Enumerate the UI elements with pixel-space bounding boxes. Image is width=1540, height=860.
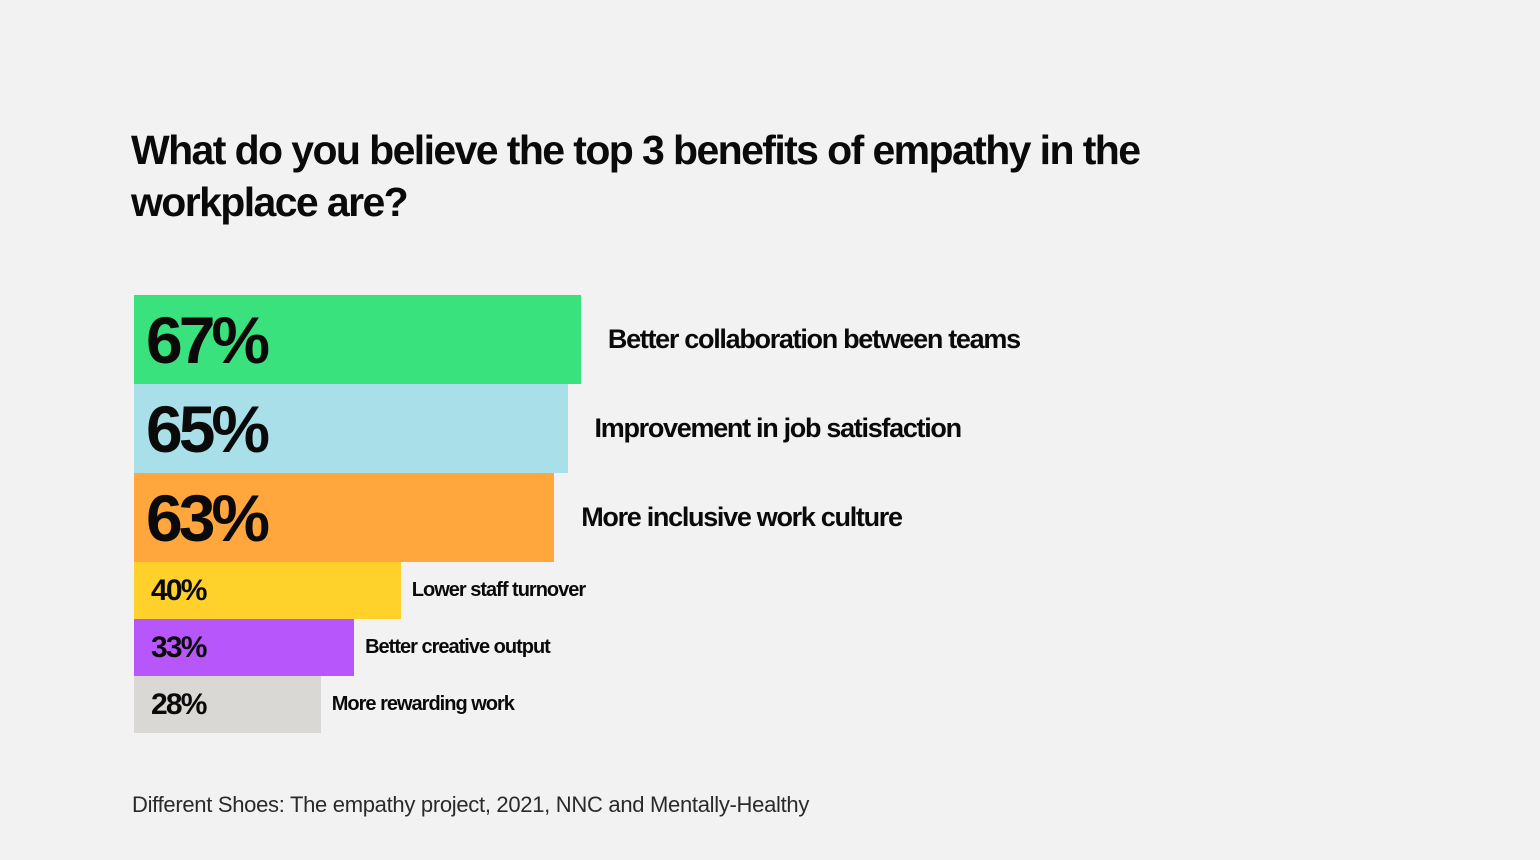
bar-value-label: 33% <box>151 630 207 664</box>
bar-category-label: Improvement in job satisfaction <box>594 413 963 443</box>
bar-category-label: More inclusive work culture <box>581 502 903 532</box>
bar-category-label: Lower staff turnover <box>411 579 586 601</box>
chart-title: What do you believe the top 3 benefits o… <box>131 127 1141 225</box>
bar-2: 65% <box>134 384 568 473</box>
bar-value-label: 63% <box>146 480 270 555</box>
bar-value-label: 65% <box>146 391 270 466</box>
bar-5: 33% <box>134 619 355 676</box>
bar-6: 28% <box>134 676 321 733</box>
bar-value-label: 67% <box>146 302 270 377</box>
bar-value-label: 28% <box>151 687 207 721</box>
bar-1: 67% <box>134 295 581 384</box>
bar-value-label: 40% <box>151 573 207 607</box>
bar-category-label: More rewarding work <box>331 693 515 715</box>
source-citation: Different Shoes: The empathy project, 20… <box>132 792 810 817</box>
bar-4: 40% <box>134 562 401 619</box>
bar-3: 63% <box>134 473 555 562</box>
bar-category-label: Better creative output <box>365 636 551 658</box>
bar-category-label: Better collaboration between teams <box>607 324 1021 354</box>
